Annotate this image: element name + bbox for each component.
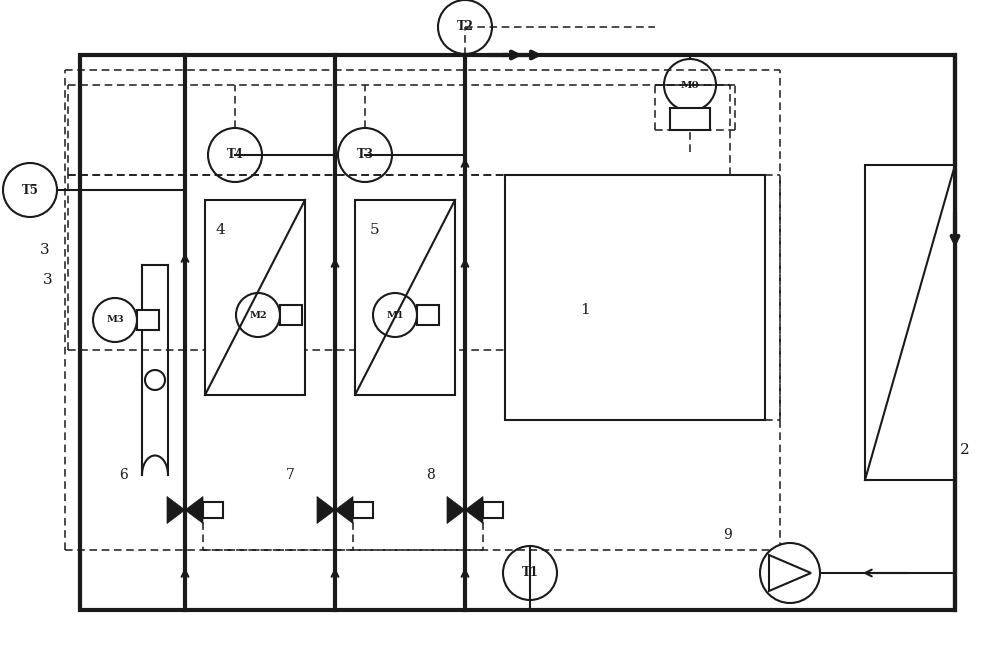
Text: 4: 4 <box>215 223 225 237</box>
Bar <box>670 108 710 130</box>
Bar <box>483 502 503 518</box>
Bar <box>205 200 305 395</box>
Circle shape <box>760 543 820 603</box>
Bar <box>280 305 302 325</box>
Text: 5: 5 <box>370 223 380 237</box>
Text: T5: T5 <box>22 183 38 197</box>
Text: 2: 2 <box>960 443 970 457</box>
Bar <box>865 165 955 480</box>
Text: M0: M0 <box>681 81 699 90</box>
Polygon shape <box>185 497 203 524</box>
Polygon shape <box>335 497 353 524</box>
Bar <box>353 502 373 518</box>
Bar <box>80 55 955 610</box>
Text: T4: T4 <box>227 148 243 161</box>
Text: 6: 6 <box>119 468 127 482</box>
Text: T1: T1 <box>522 566 538 579</box>
Polygon shape <box>465 497 483 524</box>
Bar <box>417 305 439 325</box>
Text: 8: 8 <box>426 468 434 482</box>
Text: 1: 1 <box>580 303 590 317</box>
Text: 3: 3 <box>40 243 50 257</box>
Text: M2: M2 <box>249 310 267 319</box>
Polygon shape <box>167 497 185 524</box>
Text: M1: M1 <box>386 310 404 319</box>
Text: T2: T2 <box>457 21 474 34</box>
Text: 9: 9 <box>724 528 732 542</box>
Bar <box>203 502 223 518</box>
Text: T3: T3 <box>356 148 374 161</box>
Polygon shape <box>447 497 465 524</box>
Polygon shape <box>317 497 335 524</box>
Bar <box>505 175 765 420</box>
Text: 3: 3 <box>43 273 53 287</box>
Bar <box>355 200 455 395</box>
Bar <box>137 310 159 330</box>
Text: 7: 7 <box>286 468 294 482</box>
Text: M3: M3 <box>106 315 124 324</box>
